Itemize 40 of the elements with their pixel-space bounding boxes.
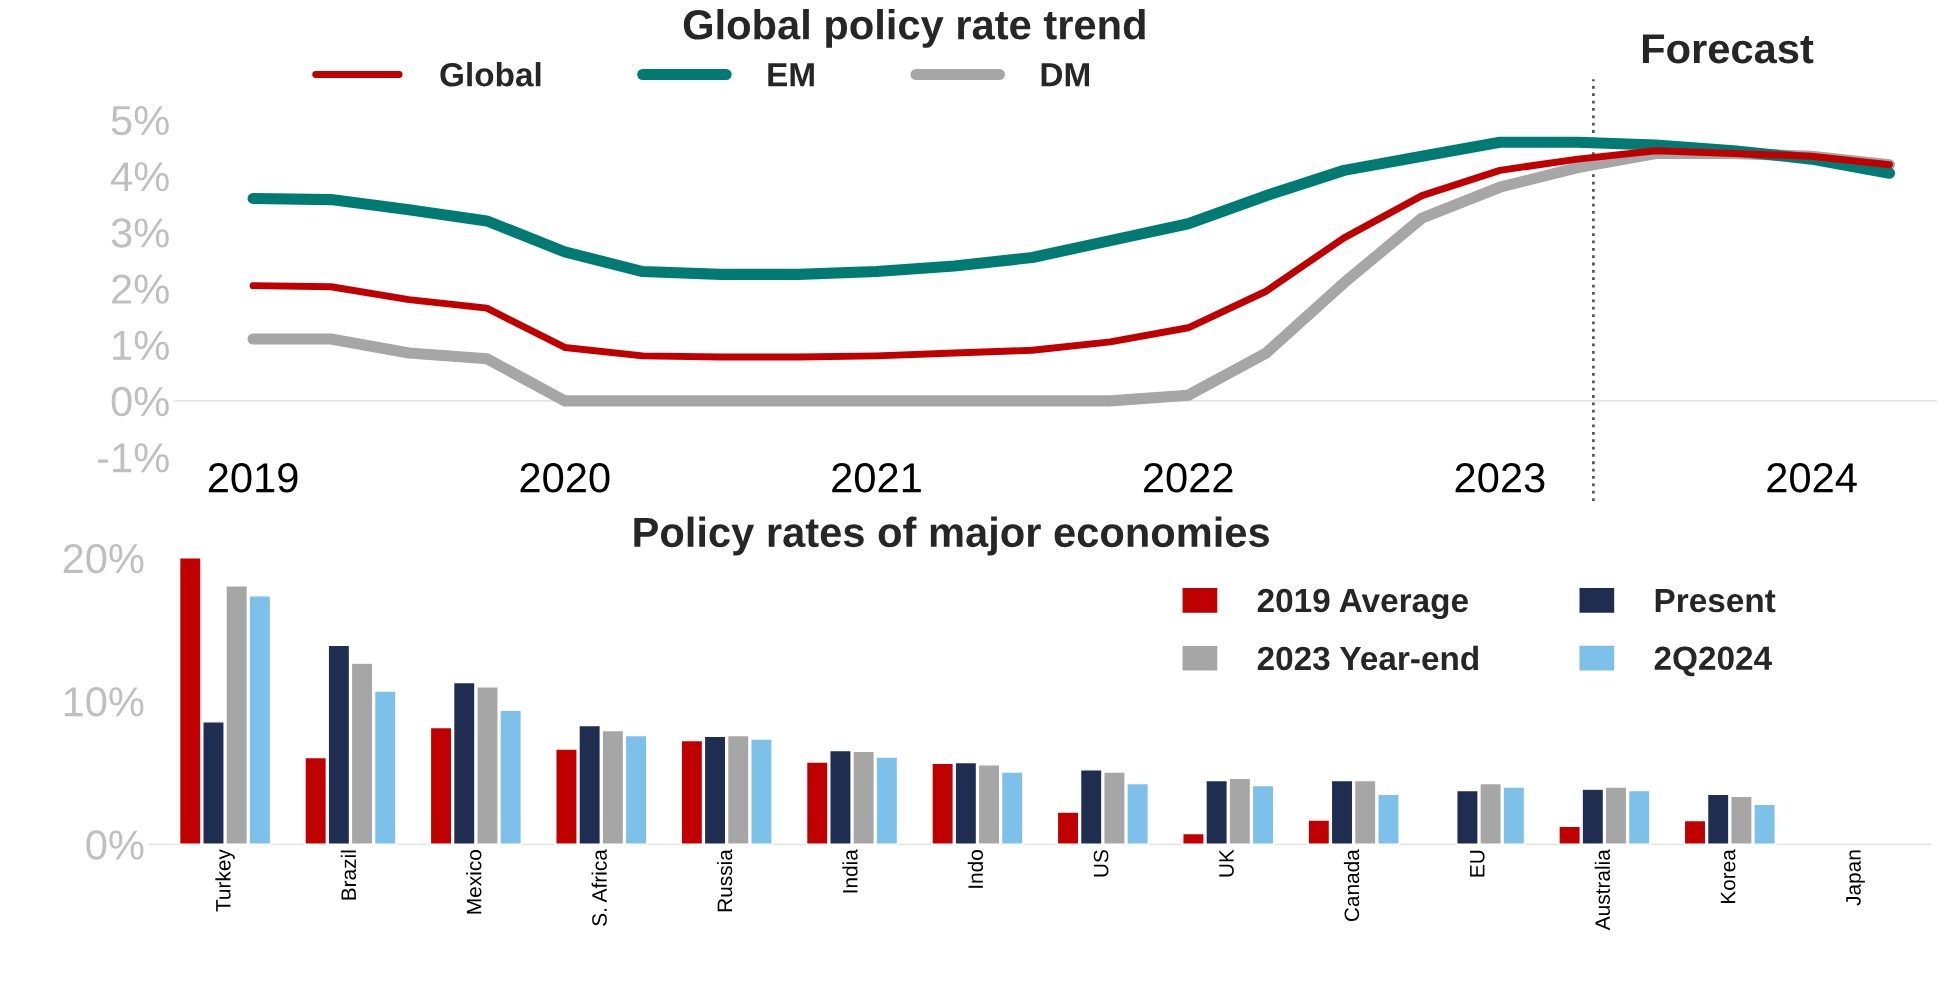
y-tick-label: 0% — [111, 386, 169, 417]
x-tick-label: Korea — [1720, 849, 1736, 904]
x-tick-label: Canada — [1343, 849, 1360, 922]
x-tick-label: Turkey — [215, 849, 235, 912]
x-tick-label: US — [1093, 850, 1109, 877]
legend-label: 2019 Average — [1257, 588, 1468, 620]
y-tick-label: -1% — [98, 443, 169, 473]
x-tick-label: Brazil — [340, 850, 357, 900]
legend-label: EM — [768, 63, 814, 87]
x-tick-label: EU — [1470, 850, 1485, 877]
y-tick-label: 4% — [111, 162, 169, 192]
legend-label: DM — [1041, 63, 1090, 87]
legend-label: 2Q2024 — [1654, 646, 1772, 677]
y-tick-label: 10% — [64, 687, 144, 717]
x-tick-label: 2023 — [1455, 463, 1545, 493]
x-tick-label: Japan — [1846, 850, 1865, 906]
x-tick-label: 2019 — [208, 463, 298, 493]
chart-title: Policy rates of major economies — [634, 516, 1269, 556]
x-tick-label: Russia — [716, 849, 733, 912]
x-tick-label: Indo — [967, 850, 984, 888]
ref-line-label: Forecast — [1642, 34, 1814, 64]
chart-title: Global policy rate trend — [683, 9, 1145, 48]
x-tick-label: 2020 — [520, 463, 610, 493]
x-tick-label: Mexico — [466, 850, 482, 914]
y-tick-label: 3% — [111, 218, 169, 248]
y-tick-label: 1% — [113, 330, 169, 360]
x-tick-label: UK — [1219, 849, 1234, 877]
x-tick-label: S. Africa — [591, 849, 607, 926]
x-tick-label: India — [842, 849, 858, 893]
legend-label: Present — [1655, 589, 1776, 613]
x-tick-label: 2024 — [1767, 463, 1857, 493]
x-tick-label: 2021 — [832, 463, 921, 493]
legend-label: 2023 Year-end — [1257, 645, 1478, 671]
x-tick-label: Australia — [1594, 849, 1610, 931]
y-tick-label: 0% — [86, 830, 144, 860]
y-tick-label: 20% — [63, 543, 144, 574]
y-tick-label: 2% — [112, 274, 169, 304]
legend-label: Global — [440, 62, 541, 87]
y-tick-label: 5% — [111, 105, 169, 136]
x-tick-label: 2022 — [1143, 463, 1233, 493]
